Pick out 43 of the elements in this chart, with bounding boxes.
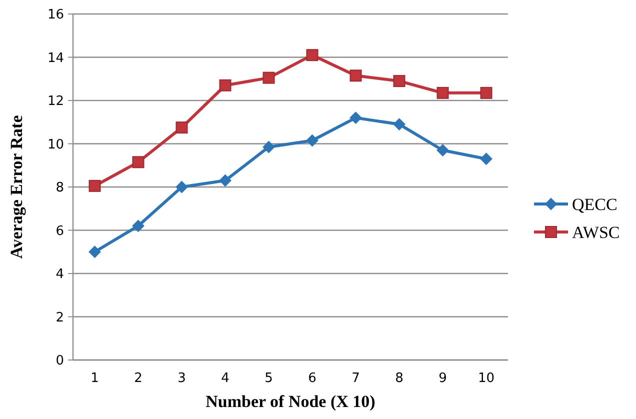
x-tick-label: 8 (395, 371, 404, 386)
point (350, 112, 362, 124)
y-tick-label: 2 (56, 310, 64, 326)
y-tick-label: 6 (56, 224, 64, 239)
point (262, 140, 275, 153)
y-tick-label: 16 (47, 8, 64, 23)
point (350, 70, 362, 82)
point (88, 246, 101, 258)
point (176, 181, 188, 193)
point (88, 180, 101, 192)
point (219, 174, 232, 187)
point (219, 79, 232, 92)
y-axis-title: Average Error Rate (7, 114, 26, 259)
point (436, 86, 449, 99)
point (176, 122, 188, 134)
x-tick-label: 1 (90, 371, 99, 386)
x-tick-label: 7 (352, 371, 360, 386)
x-tick-label: 3 (178, 371, 186, 386)
point (393, 118, 406, 130)
point (306, 134, 318, 147)
point (132, 220, 144, 232)
x-tick-label: 9 (438, 371, 447, 386)
legend-label: QECC (572, 194, 618, 214)
point (480, 86, 492, 99)
point (480, 152, 492, 165)
y-tick-label: 0 (56, 354, 64, 369)
point (436, 144, 449, 156)
x-tick-label: 2 (134, 371, 142, 386)
y-tick-label: 4 (56, 267, 64, 282)
point (306, 49, 318, 62)
point (132, 156, 144, 168)
x-tick-label: 10 (478, 371, 495, 386)
point (262, 72, 275, 84)
x-tick-label: 5 (264, 371, 273, 386)
y-tick-label: 12 (47, 94, 64, 110)
x-tick-label: 6 (308, 371, 316, 386)
y-tick-label: 10 (47, 137, 64, 152)
legend-label: AWSC (572, 222, 620, 242)
y-tick-label: 14 (47, 50, 64, 66)
x-tick-label: 4 (221, 371, 230, 386)
y-tick-label: 8 (56, 180, 64, 196)
x-axis-title: Number of Node (X 10) (206, 392, 376, 411)
point (393, 75, 406, 88)
